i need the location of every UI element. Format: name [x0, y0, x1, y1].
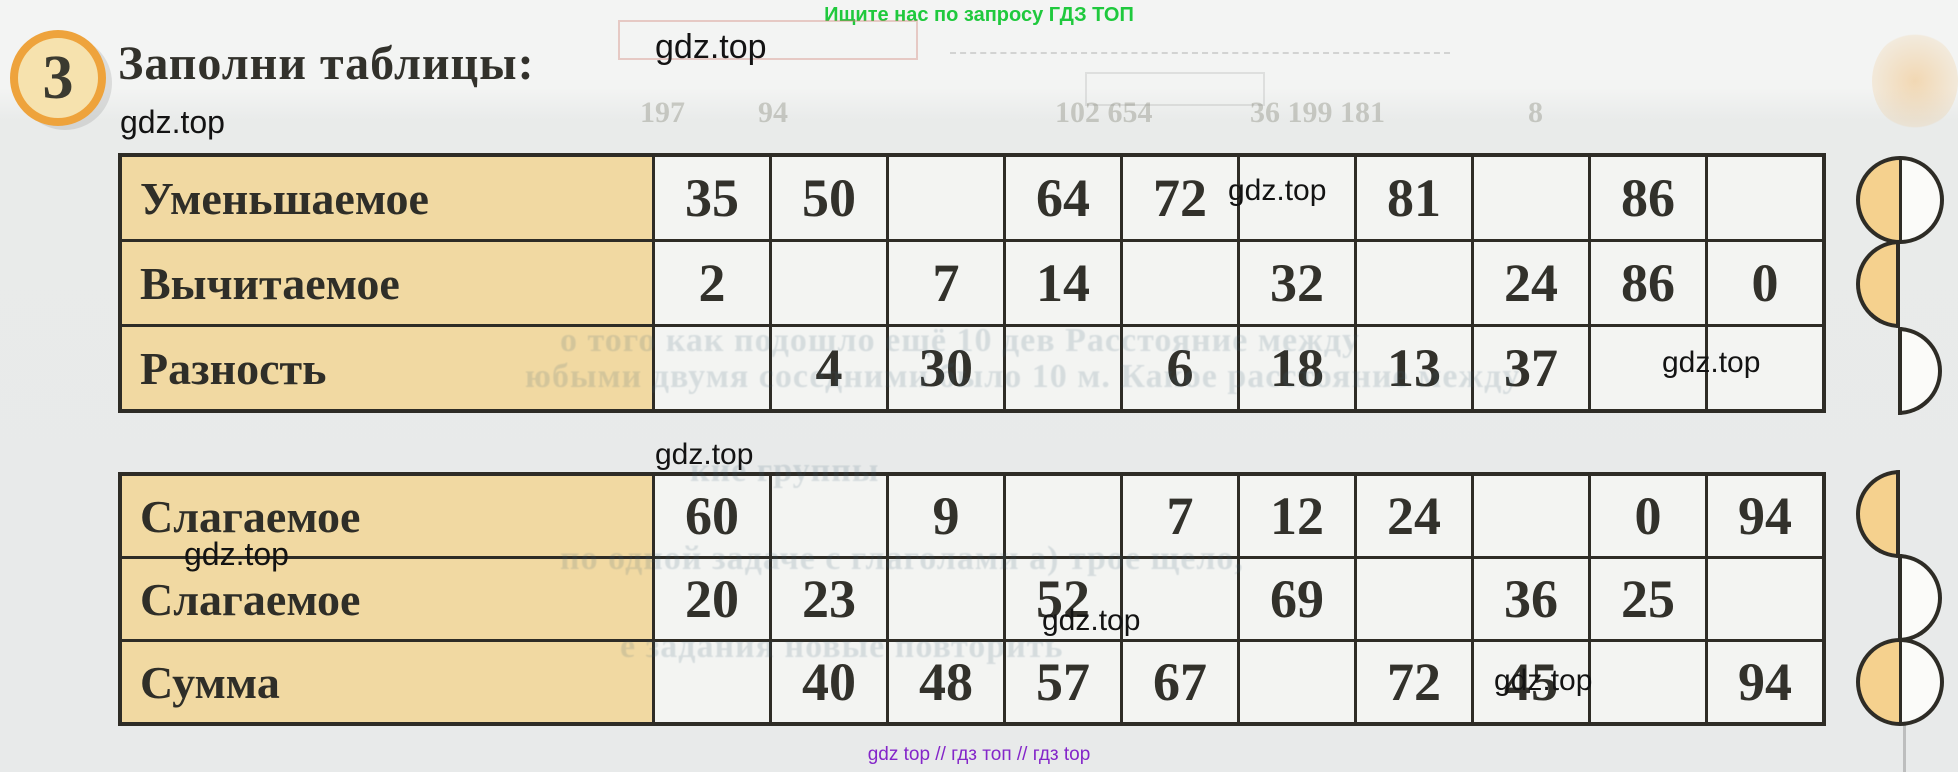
empty-answer-cell: [1006, 476, 1120, 556]
empty-answer-cell: [1591, 642, 1705, 722]
table-cell: 64: [1006, 157, 1120, 239]
bleed-number: 94: [758, 96, 788, 129]
semicircle-right-outline-icon: [1898, 554, 1942, 642]
row-label: Слагаемое: [122, 476, 652, 556]
table-cell: 67: [1123, 642, 1237, 722]
bleed-number: 36 199 181: [1250, 96, 1385, 129]
empty-answer-cell: [1708, 157, 1822, 239]
addition-table: Слагаемое 60 9 7 12 24 0 94 Слагаемое 20 23 52 69 36 2…: [118, 472, 1826, 726]
empty-answer-cell: [1708, 559, 1822, 639]
empty-answer-cell: [1474, 476, 1588, 556]
task-number: 3: [42, 43, 74, 112]
table-cell: 2: [655, 242, 769, 324]
table-cell: 30: [889, 327, 1003, 409]
table-cell: 45: [1474, 642, 1588, 722]
table-cell: 4: [772, 327, 886, 409]
task-heading: Заполни таблицы:: [118, 37, 535, 90]
table-cell: 86: [1591, 242, 1705, 324]
gdz-watermark: gdz.top: [655, 28, 767, 66]
bleed-number: 8: [1528, 96, 1543, 129]
table-cell: 36: [1474, 559, 1588, 639]
row-label: Слагаемое: [122, 559, 652, 639]
table-cell: 18: [1240, 327, 1354, 409]
table-cell: 0: [1591, 476, 1705, 556]
semicircle-left-filled-icon: [1856, 240, 1900, 328]
table-cell: 24: [1357, 476, 1471, 556]
table-cell: 7: [889, 242, 1003, 324]
empty-answer-cell: [1240, 642, 1354, 722]
row-label: Уменьшаемое: [122, 157, 652, 239]
table-cell: 6: [1123, 327, 1237, 409]
table-cell: 14: [1006, 242, 1120, 324]
gdz-watermark: gdz.top: [184, 536, 289, 572]
table-cell: 86: [1591, 157, 1705, 239]
table-cell: 69: [1240, 559, 1354, 639]
table-cell: 72: [1357, 642, 1471, 722]
table-cell: 20: [655, 559, 769, 639]
table-cell: 52: [1006, 559, 1120, 639]
empty-answer-cell: [1474, 157, 1588, 239]
gdz-watermark: gdz.top: [1042, 604, 1141, 637]
table-cell: 40: [772, 642, 886, 722]
semicircle-right-outline-icon: [1898, 327, 1942, 415]
table-cell: 37: [1474, 327, 1588, 409]
table-cell: 50: [772, 157, 886, 239]
gdz-watermark: gdz.top: [1662, 346, 1761, 379]
table-cell: 24: [1474, 242, 1588, 324]
gdz-watermark: gdz.top: [1494, 664, 1593, 697]
empty-answer-cell: [1123, 242, 1237, 324]
task-number-badge: 3: [10, 30, 106, 126]
empty-answer-cell: [655, 327, 769, 409]
empty-answer-cell: [889, 559, 1003, 639]
circle-left-half-filled-icon: [1856, 156, 1944, 244]
circle-left-half-filled-icon: [1856, 638, 1944, 726]
empty-answer-cell: [1591, 327, 1705, 409]
table-cell: 9: [889, 476, 1003, 556]
bleed-box: [1085, 72, 1265, 106]
table-cell: 72: [1123, 157, 1237, 239]
table-cell: 48: [889, 642, 1003, 722]
table-cell: 12: [1240, 476, 1354, 556]
empty-answer-cell: [1240, 157, 1354, 239]
table-cell: 32: [1240, 242, 1354, 324]
bleed-number: 197: [640, 96, 685, 129]
empty-answer-cell: [1708, 327, 1822, 409]
table-cell: 57: [1006, 642, 1120, 722]
gdz-watermark: gdz.top: [120, 104, 225, 140]
empty-answer-cell: [655, 642, 769, 722]
table-cell: 35: [655, 157, 769, 239]
table-cell: 23: [772, 559, 886, 639]
row-label: Разность: [122, 327, 652, 409]
table-cell: 13: [1357, 327, 1471, 409]
table-cell: 81: [1357, 157, 1471, 239]
site-footer-text: gdz top // гдз топ // гдз top: [867, 744, 1091, 765]
empty-answer-cell: [772, 242, 886, 324]
table-cell: 94: [1708, 642, 1822, 722]
empty-answer-cell: [772, 476, 886, 556]
empty-answer-cell: [1123, 559, 1237, 639]
row-label: Вычитаемое: [122, 242, 652, 324]
semicircle-left-filled-icon: [1856, 470, 1900, 558]
bleed-badge-blob: [1872, 32, 1958, 130]
site-banner-text: Ищите нас по запросу ГДЗ ТОП: [824, 4, 1134, 26]
bleed-number: 102 654: [1055, 96, 1153, 129]
table-cell: 0: [1708, 242, 1822, 324]
table-cell: 7: [1123, 476, 1237, 556]
gdz-watermark: gdz.top: [1228, 174, 1327, 207]
bleed-box: [618, 20, 918, 60]
empty-answer-cell: [1357, 242, 1471, 324]
table-cell: 94: [1708, 476, 1822, 556]
row-label: Сумма: [122, 642, 652, 722]
empty-answer-cell: [1357, 559, 1471, 639]
table-cell: 60: [655, 476, 769, 556]
table-cell: 25: [1591, 559, 1705, 639]
empty-answer-cell: [889, 157, 1003, 239]
gdz-watermark: gdz.top: [655, 438, 754, 471]
subtraction-table: Уменьшаемое 35 50 64 72 81 86 Вычитаемое 2 7 14 32 2…: [118, 153, 1826, 413]
empty-answer-cell: [1006, 327, 1120, 409]
bleed-dashed-line: [950, 52, 1450, 54]
